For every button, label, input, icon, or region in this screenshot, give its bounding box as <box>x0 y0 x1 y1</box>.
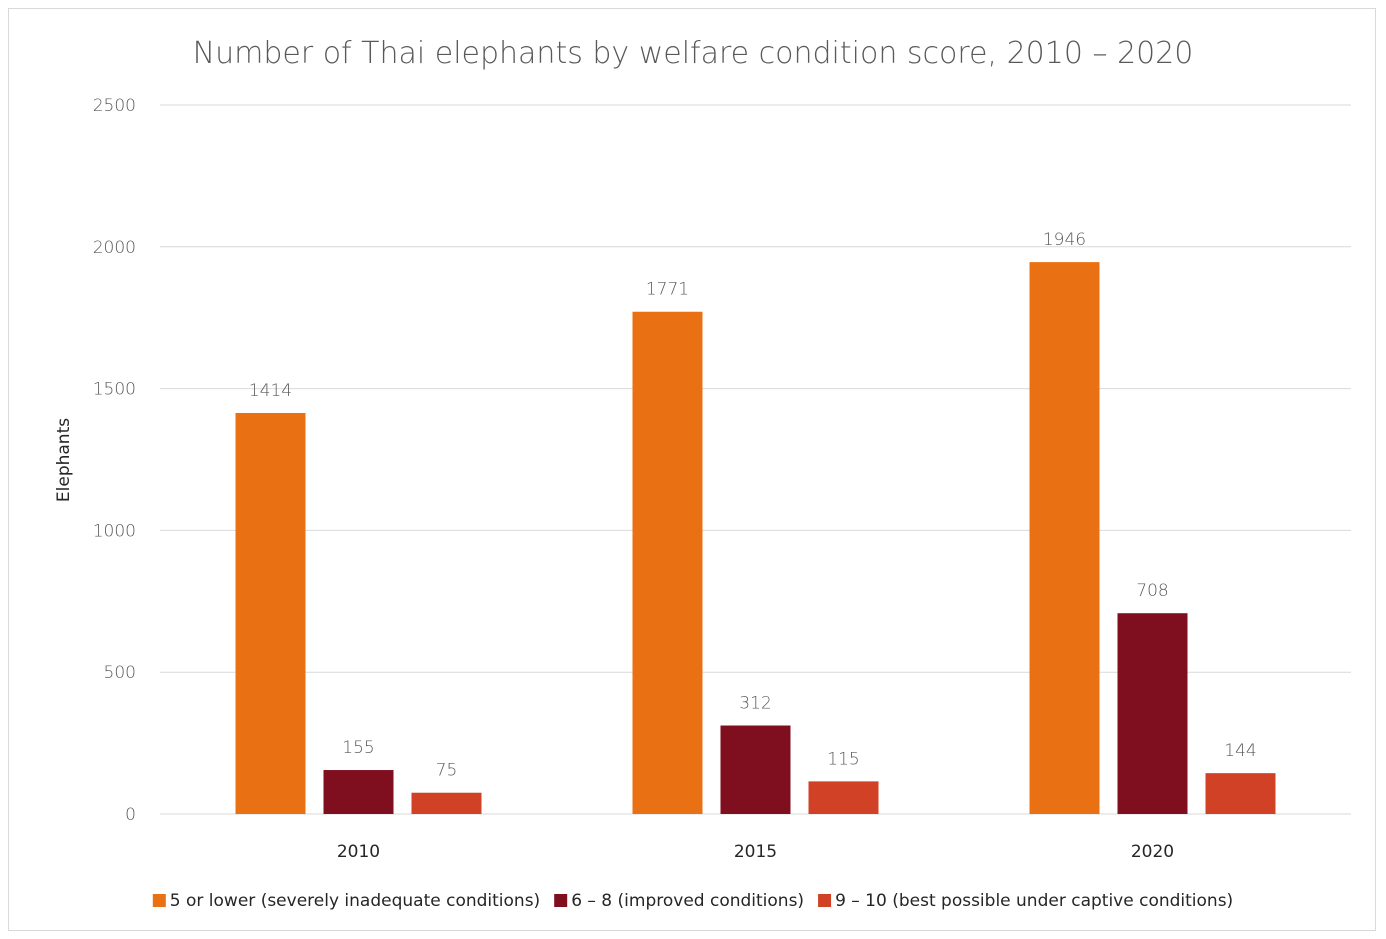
y-tick-label: 0 <box>125 805 136 825</box>
bar <box>1029 262 1100 815</box>
x-axis-categories: 2010 2015 2020 <box>337 842 1174 862</box>
y-tick-label: 1500 <box>93 380 136 400</box>
y-axis-label: Elephants <box>54 418 74 502</box>
legend-label: 9 – 10 (best possible under captive cond… <box>835 891 1233 911</box>
data-label: 75 <box>436 761 458 781</box>
data-label: 1771 <box>646 280 689 300</box>
legend: 5 or lower (severely inadequate conditio… <box>152 891 1233 911</box>
data-label: 144 <box>1224 741 1256 761</box>
y-tick-label: 1000 <box>93 521 136 541</box>
x-category-label: 2015 <box>734 842 777 862</box>
bar <box>411 792 482 814</box>
legend-swatch <box>554 894 568 907</box>
data-label: 115 <box>827 749 859 769</box>
legend-label: 5 or lower (severely inadequate conditio… <box>170 891 540 911</box>
bar <box>1205 773 1276 814</box>
legend-item: 6 – 8 (improved conditions) <box>554 891 804 911</box>
legend-swatch <box>152 894 166 907</box>
bar <box>632 311 703 814</box>
data-label: 312 <box>739 694 771 714</box>
chart-title: Number of Thai elephants by welfare cond… <box>193 36 1194 71</box>
data-label: 1414 <box>249 381 292 401</box>
bars <box>235 262 1276 815</box>
bar <box>808 781 879 814</box>
x-category-label: 2020 <box>1131 842 1174 862</box>
y-axis-ticks: 0 500 1000 1500 2000 2500 <box>93 96 136 825</box>
y-tick-label: 2500 <box>93 96 136 116</box>
data-label: 155 <box>342 738 374 758</box>
bar <box>323 770 394 814</box>
legend-item: 5 or lower (severely inadequate conditio… <box>152 891 540 911</box>
legend-swatch <box>818 894 832 907</box>
legend-item: 9 – 10 (best possible under captive cond… <box>818 891 1233 911</box>
legend-label: 6 – 8 (improved conditions) <box>571 891 804 911</box>
x-category-label: 2010 <box>337 842 380 862</box>
y-tick-label: 2000 <box>93 238 136 258</box>
data-labels: 1414 155 75 1771 312 115 1946 708 144 <box>249 230 1257 781</box>
bar <box>720 725 791 814</box>
y-tick-label: 500 <box>104 663 136 683</box>
data-label: 1946 <box>1043 230 1086 250</box>
bar <box>235 412 306 814</box>
data-label: 708 <box>1136 581 1168 601</box>
bar <box>1117 613 1188 814</box>
